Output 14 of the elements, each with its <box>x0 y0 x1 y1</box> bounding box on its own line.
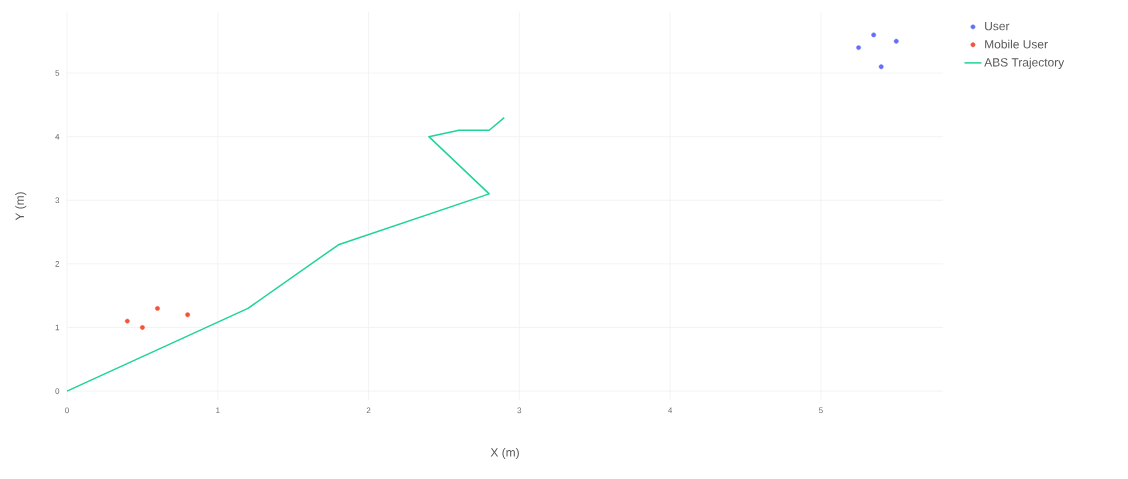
point <box>124 318 130 324</box>
x-axis-title: X (m) <box>490 447 519 459</box>
point <box>185 312 191 318</box>
point <box>856 45 861 50</box>
legend-label: ABS Trajectory <box>984 57 1065 69</box>
point <box>140 325 145 330</box>
point <box>893 38 899 44</box>
legend-label: Mobile User <box>985 39 1048 49</box>
y-axis-title: Y (m) <box>15 192 27 221</box>
point <box>878 64 884 70</box>
legend-label: User <box>985 22 1010 31</box>
point <box>871 32 877 38</box>
line-series <box>66 116 506 392</box>
point <box>155 306 160 311</box>
